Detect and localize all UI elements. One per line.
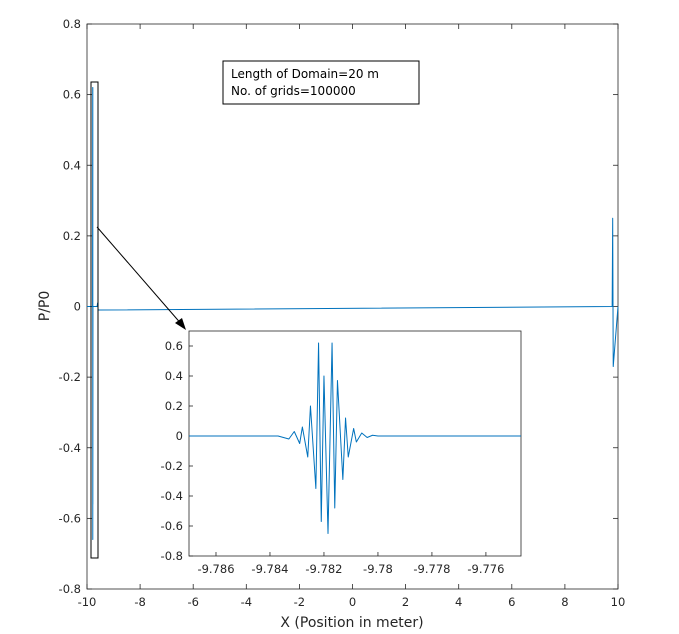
- inset-ticks: -9.786 -9.784 -9.782 -9.78 -9.778 -9.776 -0.8 -…: [161, 339, 505, 576]
- main-x-tick-label: 8: [561, 595, 568, 609]
- main-x-tick-label: 2: [402, 595, 409, 609]
- inset-y-tick-label: 0.6: [165, 339, 183, 353]
- annotation-box: [222, 60, 420, 105]
- zoom-highlight-rectangle: [90, 81, 99, 559]
- main-x-tick-label: -4: [241, 595, 252, 609]
- main-x-tick-label: -8: [134, 595, 145, 609]
- main-y-tick-label: 0.4: [63, 158, 81, 172]
- annotation-line-2: No. of grids=100000: [231, 84, 356, 98]
- inset-y-tick-label: -0.6: [161, 519, 183, 533]
- main-x-tick-label: -10: [78, 595, 97, 609]
- inset-x-tick-label: -9.78: [363, 562, 393, 576]
- main-y-tick-label: 0.2: [63, 229, 81, 243]
- main-ticks: -10 -8 -6 -4 -2 0 2 4 6 8 10 -0.8 -0.6 -0.4 -0.2 0 0.2 0.…: [59, 17, 626, 609]
- main-x-tick-label: 4: [455, 595, 462, 609]
- y-axis-label: P/P0: [37, 291, 53, 322]
- zoom-arrow-line: [96, 226, 184, 327]
- main-series-line: [87, 87, 619, 541]
- inset-x-tick-label: -9.778: [413, 562, 450, 576]
- inset-x-tick-label: -9.784: [251, 562, 288, 576]
- inset-plot-area: [188, 330, 522, 557]
- main-x-tick-label: -2: [294, 595, 305, 609]
- main-y-tick-label: -0.2: [59, 370, 81, 384]
- main-x-tick-label: 10: [611, 595, 626, 609]
- inset-y-tick-label: 0: [176, 429, 183, 443]
- main-x-tick-label: -6: [187, 595, 198, 609]
- inset-x-tick-label: -9.782: [305, 562, 342, 576]
- main-x-tick-label: 6: [508, 595, 515, 609]
- main-y-tick-label: -0.4: [59, 441, 81, 455]
- main-x-tick-label: 0: [349, 595, 356, 609]
- main-y-tick-label: 0: [74, 300, 81, 314]
- inset-y-tick-label: -0.8: [161, 549, 183, 563]
- inset-x-tick-label: -9.776: [467, 562, 504, 576]
- main-y-tick-label: -0.8: [59, 582, 81, 596]
- main-y-tick-label: 0.8: [63, 17, 81, 31]
- inset-y-tick-label: -0.4: [161, 489, 183, 503]
- inset-series-line: [189, 342, 521, 534]
- zoom-arrow-head: [175, 318, 186, 330]
- inset-series: [189, 342, 521, 534]
- x-axis-label: X (Position in meter): [280, 615, 423, 631]
- main-y-tick-label: 0.6: [63, 88, 81, 102]
- inset-y-tick-label: 0.2: [165, 399, 183, 413]
- main-y-tick-label: -0.6: [59, 511, 81, 525]
- inset-y-tick-label: 0.4: [165, 369, 183, 383]
- inset-x-tick-label: -9.786: [197, 562, 234, 576]
- annotation-line-1: Length of Domain=20 m: [231, 67, 379, 81]
- main-series: [87, 87, 619, 541]
- inset-y-tick-label: -0.2: [161, 459, 183, 473]
